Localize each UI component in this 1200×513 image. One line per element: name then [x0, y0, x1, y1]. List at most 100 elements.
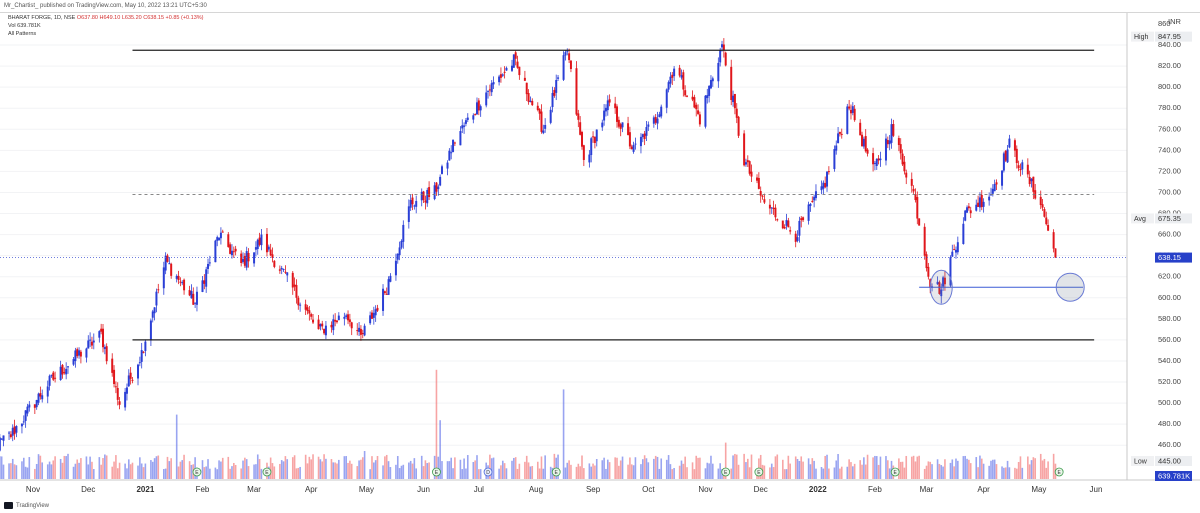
volume-bar — [22, 457, 25, 479]
volume-bar — [852, 466, 854, 479]
volume-bar — [577, 463, 580, 479]
volume-bar — [936, 459, 939, 479]
avg-price-label: Avg 675.35 — [1131, 213, 1192, 224]
candle-body — [949, 257, 952, 286]
volume-bar — [772, 467, 775, 479]
volume-bar — [140, 463, 143, 479]
candle-body — [822, 182, 825, 189]
volume-bar — [369, 469, 371, 479]
volume-bar — [209, 468, 211, 479]
volume-bar — [234, 464, 237, 479]
volume-bar — [1028, 464, 1031, 479]
candle-body — [0, 437, 1, 451]
candle-body — [988, 196, 991, 201]
volume-bar — [37, 454, 40, 479]
candle-body — [923, 226, 926, 256]
candle-body — [684, 90, 687, 96]
volume-bar — [667, 455, 670, 479]
candle-body — [448, 150, 451, 161]
event-marker[interactable]: D — [483, 467, 493, 477]
volume-bar — [78, 462, 80, 479]
volume-bar — [376, 456, 379, 479]
event-marker[interactable]: E — [192, 467, 202, 477]
volume-bar — [1043, 458, 1046, 479]
candle-body — [619, 124, 622, 129]
candle-body — [295, 285, 298, 298]
volume-bar — [181, 460, 184, 479]
volume-bar — [601, 460, 604, 479]
candle-body — [940, 289, 943, 297]
volume-bar — [87, 464, 90, 479]
candle-body — [214, 240, 217, 263]
price-chart[interactable]: 460.00 480.00 500.00 520.00 540.00 560.00 580.… — [0, 0, 1200, 500]
volume-bar — [448, 461, 451, 479]
candle-body — [849, 109, 852, 114]
candle-body — [98, 331, 101, 338]
volume-bar — [704, 468, 707, 479]
x-tick-label: Apr — [977, 485, 990, 494]
volume-bar — [382, 465, 384, 479]
volume-bar — [514, 457, 517, 479]
candle-body — [472, 115, 475, 120]
volume-bar — [61, 462, 64, 479]
candle-body — [724, 52, 727, 66]
event-marker[interactable]: E — [432, 467, 441, 477]
candle-body — [41, 395, 44, 400]
svg-text:Low: Low — [1134, 459, 1148, 466]
volume-bar — [879, 456, 882, 479]
chart-legend: BHARAT FORGE, 1D, NSE O637.80 H649.10 L6… — [8, 14, 203, 38]
volume-bar — [826, 454, 828, 479]
volume-bar — [258, 459, 261, 479]
legend-volume[interactable]: Vol 639.781K — [8, 23, 41, 29]
y-tick-label: 700.00 — [1158, 187, 1181, 196]
x-tick-label: Feb — [868, 485, 882, 494]
candle-body — [232, 251, 235, 253]
volume-bar — [866, 454, 869, 479]
candle-body — [593, 136, 596, 144]
candle-body — [2, 435, 5, 441]
volume-bar — [474, 460, 476, 479]
event-marker[interactable]: E — [890, 467, 900, 477]
event-marker[interactable]: E — [754, 467, 764, 477]
event-marker[interactable]: E — [551, 467, 561, 477]
volume-bar — [988, 465, 990, 479]
candle-body — [787, 220, 790, 228]
volume-bar — [581, 455, 583, 479]
x-tick-label: 2021 — [136, 485, 154, 494]
candle-body — [269, 249, 272, 256]
volume-bar — [306, 463, 309, 479]
legend-patterns[interactable]: All Patterns — [8, 31, 37, 37]
volume-bar — [525, 455, 528, 479]
event-marker[interactable]: E — [721, 467, 731, 477]
candle-body — [1013, 140, 1016, 151]
volume-bar — [864, 464, 867, 479]
candle-body — [942, 277, 945, 287]
candle-body — [956, 242, 959, 253]
volume-bar — [901, 461, 904, 479]
event-marker[interactable]: E — [262, 467, 272, 477]
candle-body — [656, 118, 659, 124]
volume-bar — [229, 468, 231, 479]
volume-bar — [925, 465, 928, 479]
candle-body — [549, 109, 552, 123]
march-low-ellipse — [929, 269, 953, 305]
volume-bar — [1027, 456, 1029, 479]
legend-symbol[interactable]: BHARAT FORGE, 1D, NSE — [8, 15, 76, 21]
volume-bar — [424, 460, 427, 479]
candle-body — [691, 96, 694, 100]
candle-body — [925, 254, 928, 269]
volume-bar — [570, 464, 572, 479]
volume-bar — [785, 469, 788, 479]
candle-body — [72, 359, 75, 365]
candle-body — [376, 307, 379, 311]
candle-body — [140, 350, 143, 362]
y-tick-label: 740.00 — [1158, 145, 1181, 154]
event-marker[interactable]: E — [1054, 467, 1064, 477]
candle-body — [286, 272, 289, 276]
volume-bar — [63, 455, 66, 479]
tradingview-logo[interactable]: TradingView — [4, 502, 49, 509]
volume-bar — [632, 465, 635, 479]
candle-body — [544, 124, 547, 129]
candle-body — [208, 262, 211, 264]
candle-body — [905, 172, 908, 178]
